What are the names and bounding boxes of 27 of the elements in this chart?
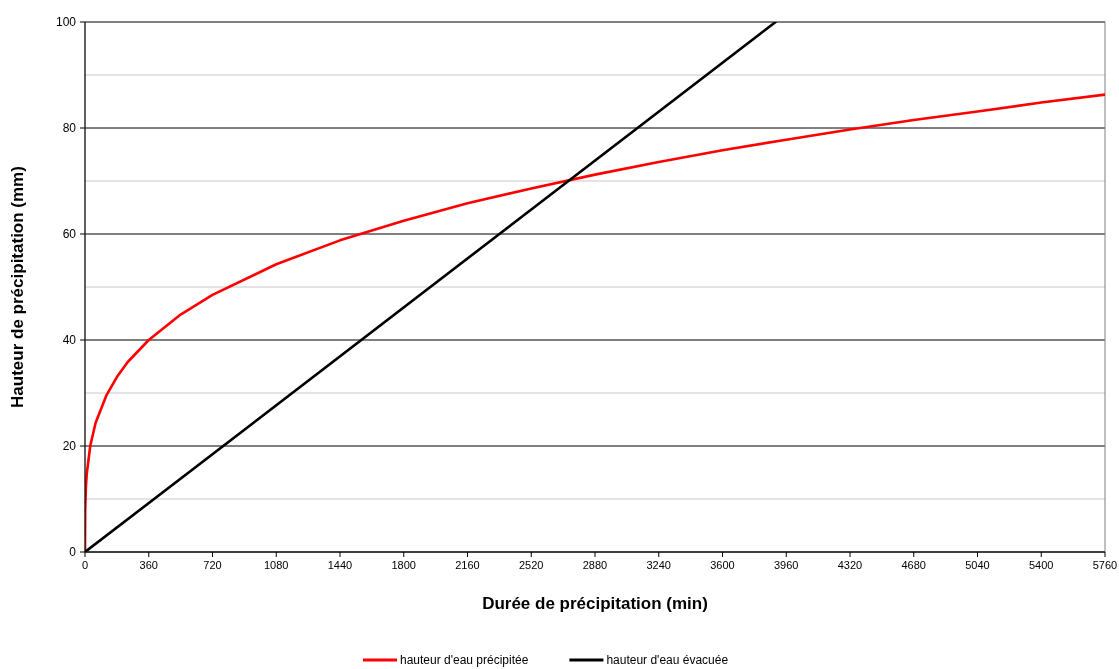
x-tick-label: 5040	[965, 559, 990, 571]
x-tick-label: 5760	[1092, 559, 1118, 571]
legend-label: hauteur d'eau évacuée	[606, 653, 729, 668]
y-tick-label: 80	[62, 121, 77, 136]
x-tick-label: 360	[139, 559, 158, 571]
y-axis-title: Hauteur de précipitation (mm)	[8, 166, 27, 408]
x-tick-label: 1440	[327, 559, 353, 571]
x-tick-label: 1080	[264, 559, 289, 571]
x-tick-label: 3240	[646, 559, 671, 571]
x-tick-label: 3600	[710, 559, 735, 571]
x-tick-label: 720	[203, 559, 222, 571]
x-tick-label: 3960	[774, 559, 799, 571]
x-axis-title: Durée de précipitation (min)	[482, 594, 708, 613]
y-tick-label: 20	[62, 439, 77, 454]
x-tick-label: 2520	[519, 559, 544, 571]
y-tick-label: 60	[62, 227, 77, 242]
legend-label: hauteur d'eau précipitée	[400, 653, 529, 668]
x-tick-label: 4320	[837, 559, 863, 571]
x-tick-label: 4680	[901, 559, 926, 571]
x-tick-label: 5400	[1029, 559, 1054, 571]
x-tick-label: 2160	[455, 559, 480, 571]
y-tick-label: 100	[55, 15, 77, 30]
x-tick-label: 1800	[391, 559, 416, 571]
y-tick-label: 40	[62, 333, 77, 348]
x-tick-label: 0	[81, 559, 89, 571]
x-tick-label: 2880	[582, 559, 608, 571]
y-tick-label: 0	[69, 545, 77, 560]
